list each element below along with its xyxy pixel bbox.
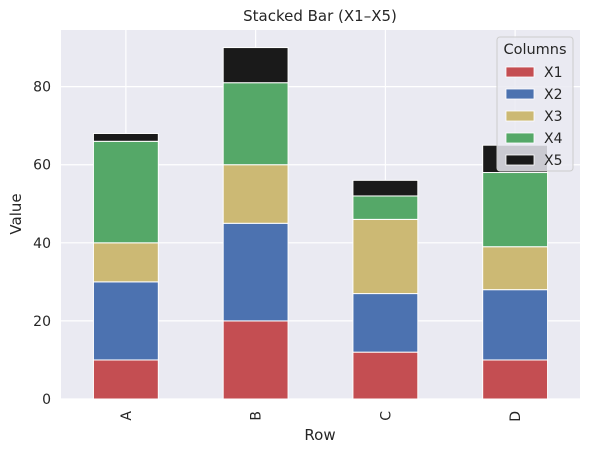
bar-segment-B-X5 [222,47,289,84]
y-axis-title: Value [7,193,25,234]
legend-title: Columns [503,42,566,58]
bar-segment-B-X1 [222,320,289,400]
bar-segment-D-X1 [482,359,549,400]
legend-label-X1: X1 [544,65,563,81]
legend-swatch-X4 [505,132,535,144]
x-tick-label: C [378,411,394,421]
bar-segment-B-X2 [222,222,289,322]
legend-items: X1 X2 X3 X4 X5 [505,65,563,169]
x-axis-ticks: A B C D [119,411,524,422]
y-tick-label: 40 [33,236,51,252]
legend-swatch-X1 [505,66,535,78]
bar-segment-A-X5 [92,132,159,142]
y-tick-label: 0 [42,392,51,408]
legend-label-X3: X3 [544,109,563,125]
y-axis-ticks: 0 20 40 60 80 [33,80,51,408]
legend-swatch-X3 [505,110,535,122]
bar-segment-A-X2 [92,281,159,361]
bar-segment-C-X5 [352,179,419,197]
bar-segment-B-X3 [222,164,289,224]
legend-swatch-X2 [505,88,535,100]
legend-label-X5: X5 [544,153,563,169]
chart-title: Stacked Bar (X1–X5) [243,7,397,25]
bars [92,47,549,400]
bar-segment-D-X2 [482,289,549,361]
bar-segment-A-X1 [92,359,159,400]
bar-segment-B-X4 [222,82,289,166]
bar-segment-C-X2 [352,293,419,353]
y-tick-label: 60 [33,158,51,174]
bar-segment-D-X4 [482,172,549,248]
legend-label-X4: X4 [544,131,563,147]
y-tick-label: 80 [33,80,51,96]
bar-segment-A-X4 [92,140,159,244]
legend-label-X2: X2 [544,87,563,103]
x-tick-label: D [508,411,524,422]
y-tick-label: 20 [33,314,51,330]
bar-segment-C-X4 [352,195,419,220]
x-axis-title: Row [304,426,335,444]
x-tick-label: A [119,411,135,421]
bar-segment-C-X3 [352,218,419,295]
legend-swatch-X5 [505,154,535,166]
bar-segment-D-X3 [482,246,549,291]
bar-segment-A-X3 [92,242,159,283]
x-tick-label: B [249,411,265,421]
bar-segment-C-X1 [352,351,419,400]
legend: Columns X1 X2 X3 X4 X5 [496,36,574,172]
